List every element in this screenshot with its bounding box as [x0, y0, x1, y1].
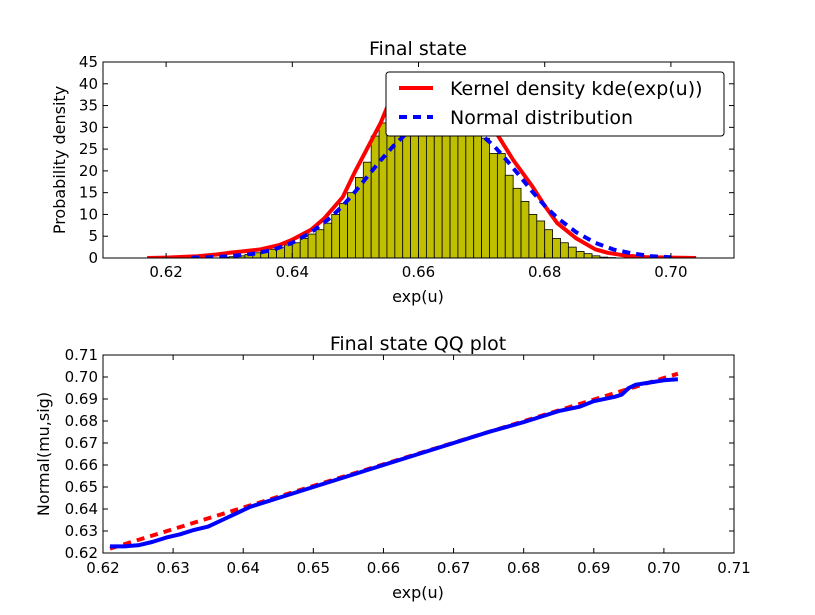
y-tick-label: 0.63	[65, 522, 98, 540]
y-tick-label: 10	[79, 205, 98, 223]
histogram-bar	[473, 122, 482, 258]
histogram-bar	[512, 187, 522, 258]
histogram-panel: 0.62 0.64 0.66 0.68 0.70 051015202530354045 …	[50, 38, 735, 306]
histogram-bar	[315, 229, 325, 258]
qq-x-label: exp(u)	[392, 583, 444, 602]
histogram-bar	[560, 242, 569, 258]
y-tick-label: 15	[79, 184, 98, 202]
y-tick-label: 0.64	[65, 500, 98, 518]
qq-x-ticks: 0.62 0.63 0.64 0.65 0.66 0.67 0.68 0.69 0.70 0.71	[86, 355, 751, 577]
legend-box	[385, 71, 725, 137]
x-tick-label: 0.63	[156, 559, 189, 577]
histogram-bar	[489, 153, 498, 258]
x-tick-label: 0.70	[654, 263, 687, 281]
y-tick-label: 35	[79, 97, 98, 115]
y-tick-label: 0.66	[65, 456, 98, 474]
x-tick-label: 0.62	[86, 559, 119, 577]
histogram-bar	[583, 253, 593, 258]
x-tick-label: 0.62	[149, 263, 182, 281]
qq-panel: 0.62 0.63 0.64 0.65 0.66 0.67 0.68 0.69 0.70 0.71…	[34, 333, 751, 602]
y-tick-label: 5	[88, 227, 98, 245]
histogram-title: Final state	[369, 38, 467, 60]
x-tick-label: 0.71	[717, 559, 750, 577]
histogram-bar	[307, 233, 317, 258]
y-tick-label: 25	[79, 140, 98, 158]
y-tick-label: 20	[79, 162, 98, 180]
histogram-bar	[339, 203, 348, 258]
histogram-bar	[536, 220, 546, 258]
legend-kde-label: Kernel density kde(exp(u))	[450, 78, 703, 100]
histogram-x-ticks: 0.62 0.64 0.66 0.68 0.70	[149, 62, 688, 281]
histogram-bar	[378, 122, 388, 258]
y-tick-label: 0.65	[65, 478, 98, 496]
y-tick-label: 0.67	[65, 434, 98, 452]
histogram-bar	[347, 192, 356, 258]
x-tick-label: 0.67	[437, 559, 470, 577]
qq-y-label: Normal(mu,sig)	[34, 392, 53, 516]
histogram-bar	[528, 214, 538, 258]
histogram-bar	[370, 135, 380, 258]
y-tick-label: 30	[79, 118, 98, 136]
y-tick-label: 45	[79, 53, 98, 71]
histogram-x-label: exp(u)	[392, 287, 444, 306]
x-tick-label: 0.68	[528, 263, 561, 281]
histogram-y-label: Probability density	[50, 86, 69, 234]
y-tick-label: 0.70	[65, 368, 98, 386]
histogram-bar	[299, 237, 309, 258]
histogram-bar	[284, 244, 293, 258]
legend-normal-label: Normal distribution	[450, 107, 633, 129]
y-tick-label: 0.69	[65, 390, 98, 408]
qq-y-ticks: 0.62 0.63 0.64 0.65 0.66 0.67 0.68 0.69 0.70 0.71	[65, 346, 734, 562]
qq-axes-frame	[102, 354, 735, 554]
histogram-y-ticks: 0 5 10 15 20 25 30 35 40 45	[79, 53, 734, 267]
y-tick-label: 0.68	[65, 412, 98, 430]
x-tick-label: 0.64	[227, 559, 260, 577]
histogram-bar	[575, 251, 585, 258]
histogram-bar	[504, 174, 514, 258]
x-tick-label: 0.66	[367, 559, 400, 577]
histogram-bar	[323, 222, 333, 258]
histogram-bar	[291, 242, 301, 258]
histogram-bar	[567, 246, 577, 258]
histogram-bar	[481, 137, 490, 258]
histogram-bars	[220, 92, 617, 258]
histogram-bar	[552, 237, 561, 258]
legend: Kernel density kde(exp(u)) Normal distri…	[385, 71, 725, 137]
y-tick-label: 0.71	[65, 346, 98, 364]
x-tick-label: 0.64	[276, 263, 309, 281]
y-tick-label: 40	[79, 75, 98, 93]
qq-line	[110, 377, 679, 549]
histogram-bar	[331, 214, 341, 258]
histogram-bar	[520, 200, 530, 258]
qq-lines	[109, 371, 679, 551]
x-tick-label: 0.69	[577, 559, 610, 577]
x-tick-label: 0.65	[297, 559, 330, 577]
y-tick-label: 0	[88, 249, 98, 267]
x-tick-label: 0.66	[402, 263, 435, 281]
x-tick-label: 0.68	[507, 559, 540, 577]
qq-title: Final state QQ plot	[330, 333, 506, 355]
histogram-bar	[496, 153, 506, 258]
x-tick-label: 0.70	[647, 559, 680, 577]
y-tick-label: 0.62	[65, 544, 98, 562]
histogram-bar	[544, 229, 553, 258]
